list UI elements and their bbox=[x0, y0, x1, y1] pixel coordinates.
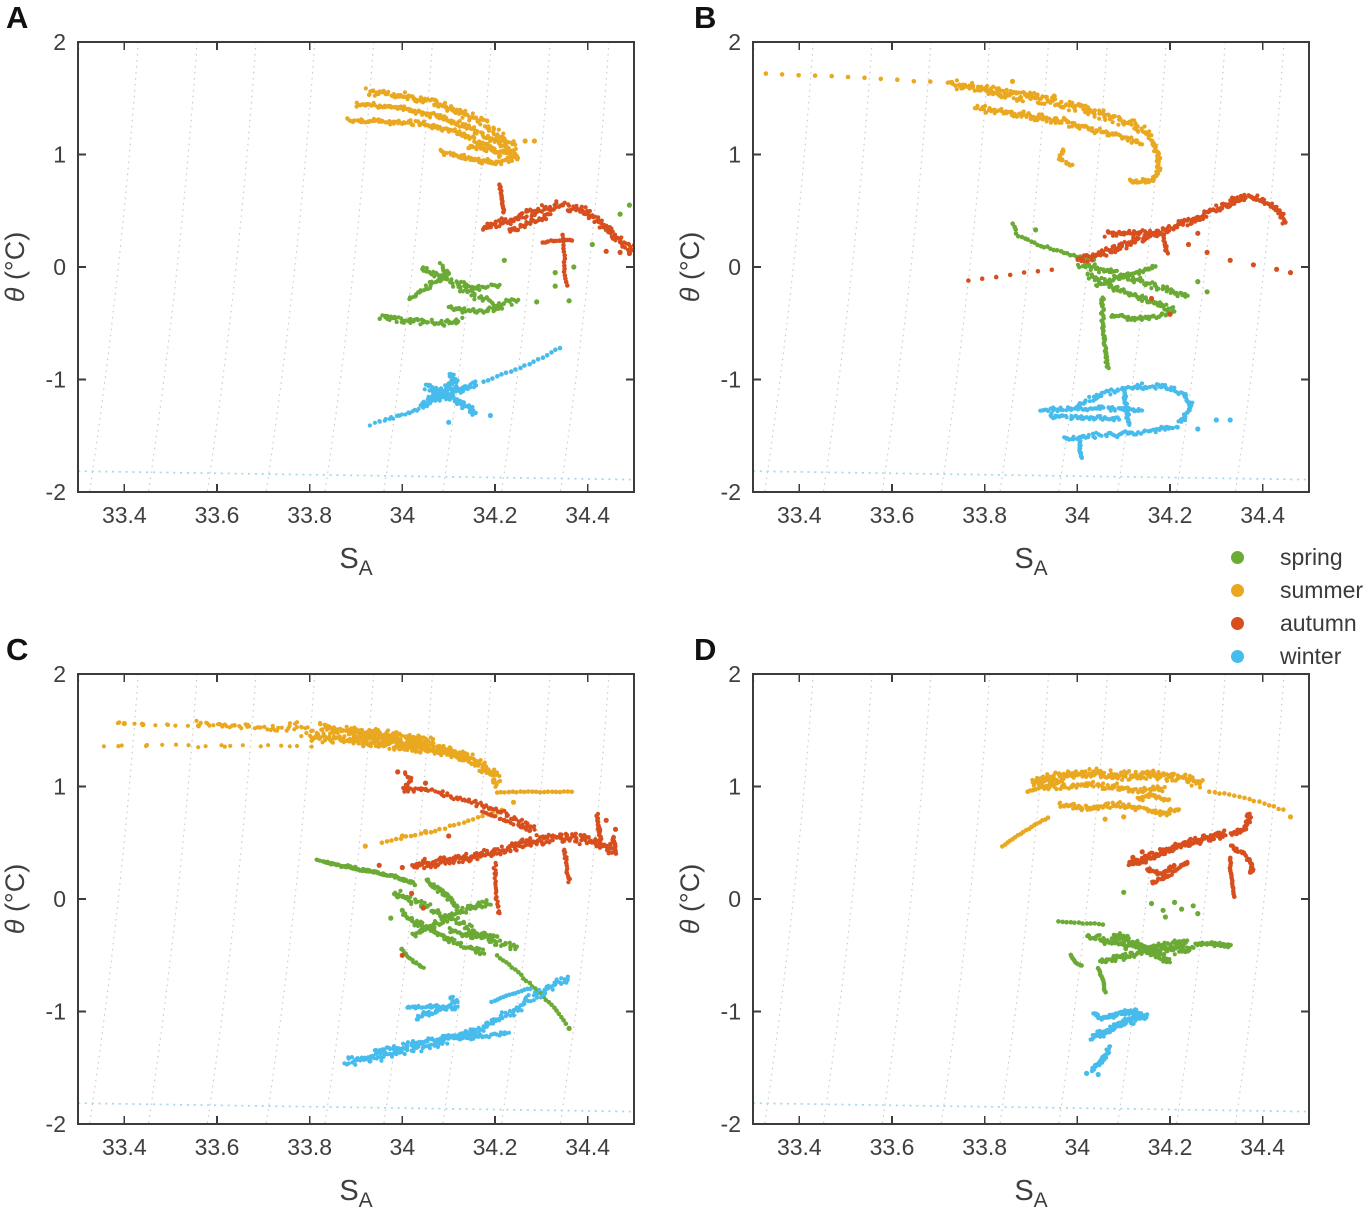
legend-label-autumn: autumn bbox=[1280, 610, 1357, 636]
svg-text:34: 34 bbox=[390, 1134, 416, 1160]
legend-label-summer: summer bbox=[1280, 577, 1364, 603]
svg-text:34.2: 34.2 bbox=[1148, 502, 1193, 528]
winter-dot-icon bbox=[1231, 650, 1244, 663]
summer-dot-icon bbox=[1231, 584, 1244, 597]
panel-label-c: C bbox=[6, 632, 29, 667]
svg-text:33.6: 33.6 bbox=[870, 502, 915, 528]
svg-text:1: 1 bbox=[53, 774, 66, 800]
svg-text:1: 1 bbox=[728, 142, 741, 168]
panel-label-a: A bbox=[6, 0, 29, 35]
panel-label-b: B bbox=[694, 0, 717, 35]
svg-text:-1: -1 bbox=[46, 999, 66, 1025]
svg-text:θ (°C): θ (°C) bbox=[0, 864, 30, 934]
panel-label-d: D bbox=[694, 632, 717, 667]
svg-text:-1: -1 bbox=[46, 367, 66, 393]
svg-text:2: 2 bbox=[53, 661, 66, 687]
autumn-dot-icon bbox=[1231, 617, 1244, 630]
legend-item-spring: spring bbox=[1224, 541, 1363, 574]
svg-text:SA: SA bbox=[1014, 543, 1047, 580]
svg-text:33.4: 33.4 bbox=[777, 502, 822, 528]
svg-text:-2: -2 bbox=[46, 1111, 66, 1137]
svg-text:33.6: 33.6 bbox=[195, 502, 240, 528]
svg-text:33.8: 33.8 bbox=[962, 502, 1007, 528]
svg-text:33.8: 33.8 bbox=[287, 502, 332, 528]
svg-text:0: 0 bbox=[53, 254, 66, 280]
svg-text:0: 0 bbox=[728, 254, 741, 280]
svg-text:2: 2 bbox=[728, 29, 741, 55]
scatter-plot-panel-a: 33.4 33.6 33.8 34 34.2 34.4 2 1 0 -1 -2 SA θ (°C) bbox=[0, 29, 635, 580]
svg-text:-2: -2 bbox=[46, 479, 66, 505]
legend-label-winter: winter bbox=[1280, 643, 1342, 669]
svg-text:34.4: 34.4 bbox=[565, 1134, 610, 1160]
svg-text:1: 1 bbox=[53, 142, 66, 168]
svg-text:34: 34 bbox=[1065, 502, 1091, 528]
svg-text:33.4: 33.4 bbox=[102, 502, 147, 528]
legend: spring summer autumn winter bbox=[1224, 541, 1363, 673]
svg-text:0: 0 bbox=[53, 886, 66, 912]
svg-text:33.4: 33.4 bbox=[102, 1134, 147, 1160]
svg-text:34.2: 34.2 bbox=[473, 502, 518, 528]
svg-text:33.6: 33.6 bbox=[195, 1134, 240, 1160]
legend-item-winter: winter bbox=[1224, 640, 1363, 673]
legend-item-autumn: autumn bbox=[1224, 607, 1363, 640]
svg-text:θ (°C): θ (°C) bbox=[675, 232, 705, 302]
svg-text:SA: SA bbox=[339, 1175, 372, 1212]
svg-text:SA: SA bbox=[339, 543, 372, 580]
spring-dot-icon bbox=[1231, 551, 1244, 564]
svg-text:34.4: 34.4 bbox=[1240, 502, 1285, 528]
svg-text:θ (°C): θ (°C) bbox=[0, 232, 30, 302]
scatter-plot-panel-c: 33.4 33.6 33.8 34 34.2 34.4 2 1 0 -1 -2 SA θ (°C) bbox=[0, 661, 635, 1212]
svg-text:33.8: 33.8 bbox=[287, 1134, 332, 1160]
svg-text:2: 2 bbox=[53, 29, 66, 55]
legend-item-summer: summer bbox=[1224, 574, 1363, 607]
svg-text:-2: -2 bbox=[721, 479, 741, 505]
legend-label-spring: spring bbox=[1280, 544, 1343, 570]
scatter-plot-panel-b: 33.4 33.6 33.8 34 34.2 34.4 2 1 0 -1 -2 SA θ (°C) bbox=[675, 29, 1310, 580]
svg-text:34.2: 34.2 bbox=[473, 1134, 518, 1160]
svg-text:34.4: 34.4 bbox=[565, 502, 610, 528]
svg-text:-1: -1 bbox=[721, 367, 741, 393]
svg-text:34: 34 bbox=[390, 502, 416, 528]
